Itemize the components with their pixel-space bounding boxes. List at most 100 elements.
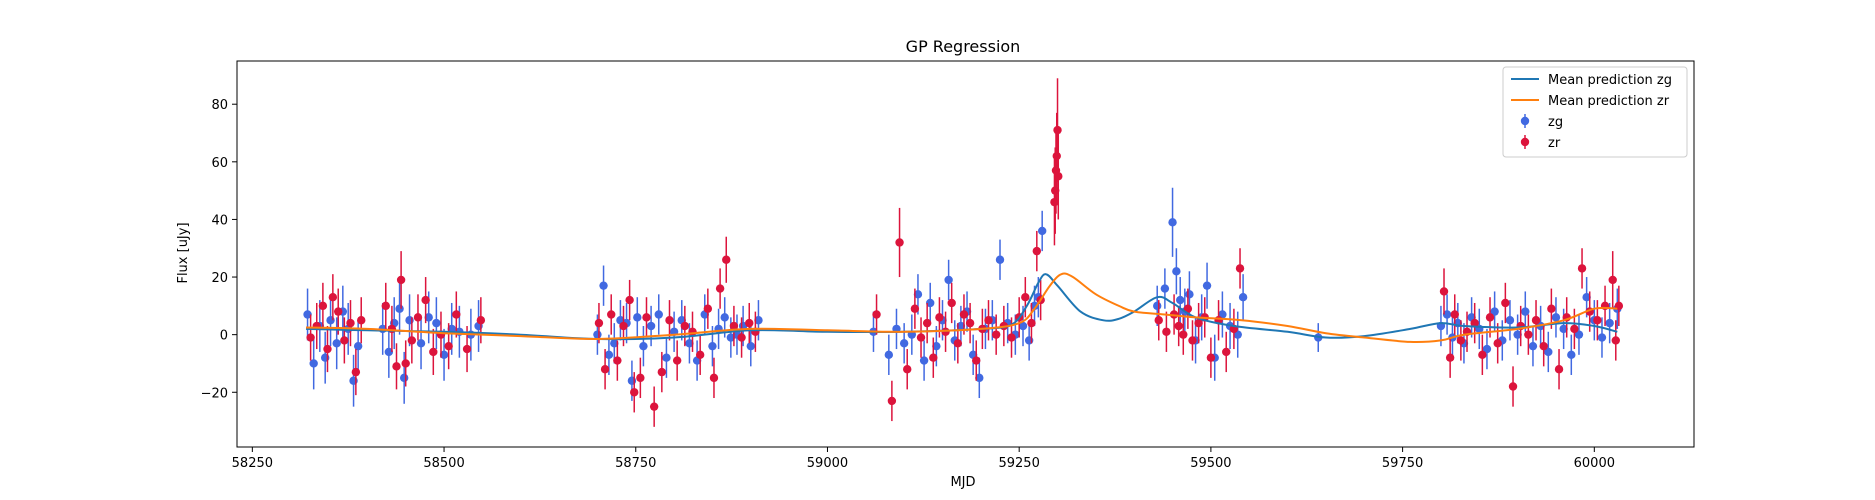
data-point-zg — [353, 341, 363, 351]
data-point-zg — [899, 339, 909, 348]
x-axis-label: MJD — [950, 475, 975, 490]
y-tick-label: 0 — [220, 329, 228, 344]
data-point-zr — [657, 367, 667, 377]
data-point-zr — [737, 333, 746, 342]
data-point-zr — [387, 324, 397, 334]
data-point-zg — [1160, 284, 1170, 293]
data-point-zg — [1521, 307, 1530, 316]
data-point-zr — [401, 359, 410, 368]
data-point-zg — [416, 339, 426, 348]
data-point-zr — [916, 333, 926, 342]
data-point-zr — [392, 362, 401, 371]
data-point-zr — [1570, 324, 1579, 334]
data-point-zr — [340, 336, 349, 345]
data-point-zr — [991, 330, 1001, 339]
data-point-zg — [956, 321, 966, 331]
data-point-zg — [720, 313, 729, 322]
data-point-zr — [929, 353, 938, 362]
data-point-zg — [1597, 333, 1607, 342]
x-tick-label: 59000 — [807, 456, 848, 471]
data-point-zr — [1027, 318, 1036, 328]
data-point-zr — [1577, 264, 1587, 273]
data-point-zr — [672, 356, 682, 365]
data-point-zg — [926, 298, 935, 308]
data-point-zg — [610, 339, 619, 348]
data-point-zr — [1450, 310, 1459, 319]
data-point-zr — [429, 347, 438, 357]
data-point-zg — [1528, 341, 1538, 351]
data-point-zr — [903, 365, 912, 374]
data-point-zg — [1018, 321, 1028, 331]
data-point-zg — [332, 339, 341, 348]
legend-marker-swatch — [1520, 116, 1530, 126]
data-point-zr — [1493, 339, 1502, 348]
y-tick-label: 60 — [211, 156, 228, 171]
data-point-zg — [384, 347, 394, 357]
data-point-zr — [323, 344, 332, 354]
data-point-zr — [1174, 321, 1183, 331]
legend-box — [1502, 66, 1688, 158]
legend-label: Mean prediction zg — [1548, 73, 1672, 88]
data-point-zr — [381, 301, 390, 311]
data-point-zr — [910, 304, 920, 313]
data-point-zr — [959, 310, 969, 319]
data-point-zr — [1053, 125, 1062, 135]
data-point-zr — [1554, 365, 1564, 374]
data-point-zg — [1037, 226, 1047, 236]
axes-background — [237, 61, 1694, 447]
x-tick-label: 59250 — [998, 456, 1039, 471]
data-point-zr — [1470, 318, 1479, 328]
data-point-zr — [1206, 353, 1216, 362]
data-point-zr — [1539, 341, 1548, 351]
data-point-zr — [346, 318, 355, 328]
data-point-zr — [1007, 333, 1016, 342]
data-point-zr — [452, 310, 461, 319]
data-point-zg — [884, 350, 894, 360]
data-point-zg — [633, 313, 642, 322]
y-axis: −20 0 20 40 60 80 — [201, 98, 237, 401]
data-point-zg — [1605, 318, 1614, 328]
series-line-Mean prediction zg — [305, 273, 1618, 341]
data-point-zr — [357, 316, 366, 325]
x-tick-label: 59750 — [1382, 456, 1423, 471]
data-point-zg — [599, 281, 608, 290]
data-point-zr — [1032, 246, 1042, 256]
data-point-zg — [439, 350, 449, 360]
data-point-zg — [1168, 218, 1177, 227]
x-tick-label: 58250 — [232, 456, 273, 471]
data-point-zg — [1551, 313, 1561, 322]
data-point-zg — [1176, 295, 1185, 305]
data-point-zr — [1593, 316, 1602, 325]
data-point-zr — [1456, 336, 1466, 345]
data-point-zr — [1611, 336, 1620, 345]
data-point-zg — [1153, 301, 1162, 311]
data-point-zr — [636, 373, 645, 383]
data-point-zg — [995, 255, 1005, 264]
data-point-zr — [328, 293, 338, 302]
data-point-zr — [872, 310, 881, 319]
data-point-zr — [1608, 275, 1617, 285]
data-point-zg — [1202, 281, 1212, 290]
data-point-zg — [424, 313, 433, 322]
data-point-zr — [318, 301, 328, 311]
plot-area — [236, 60, 1695, 448]
legend-label: zg — [1548, 115, 1563, 130]
data-point-zr — [462, 344, 472, 354]
data-point-zr — [600, 365, 610, 374]
series-line-Mean prediction zr — [305, 272, 1618, 344]
data-point-zr — [680, 321, 690, 331]
data-point-zg — [303, 310, 312, 319]
data-point-zr — [715, 284, 725, 293]
data-point-zr — [1054, 172, 1063, 181]
data-point-zg — [919, 356, 929, 365]
data-point-zr — [444, 341, 453, 351]
data-point-zr — [334, 307, 343, 316]
data-point-zg — [975, 373, 984, 383]
data-point-zr — [630, 388, 639, 397]
data-point-zg — [395, 304, 404, 313]
data-point-zg — [932, 341, 941, 351]
data-point-zr — [1235, 264, 1245, 273]
data-point-zg — [1559, 324, 1568, 334]
data-point-zr — [887, 396, 897, 406]
